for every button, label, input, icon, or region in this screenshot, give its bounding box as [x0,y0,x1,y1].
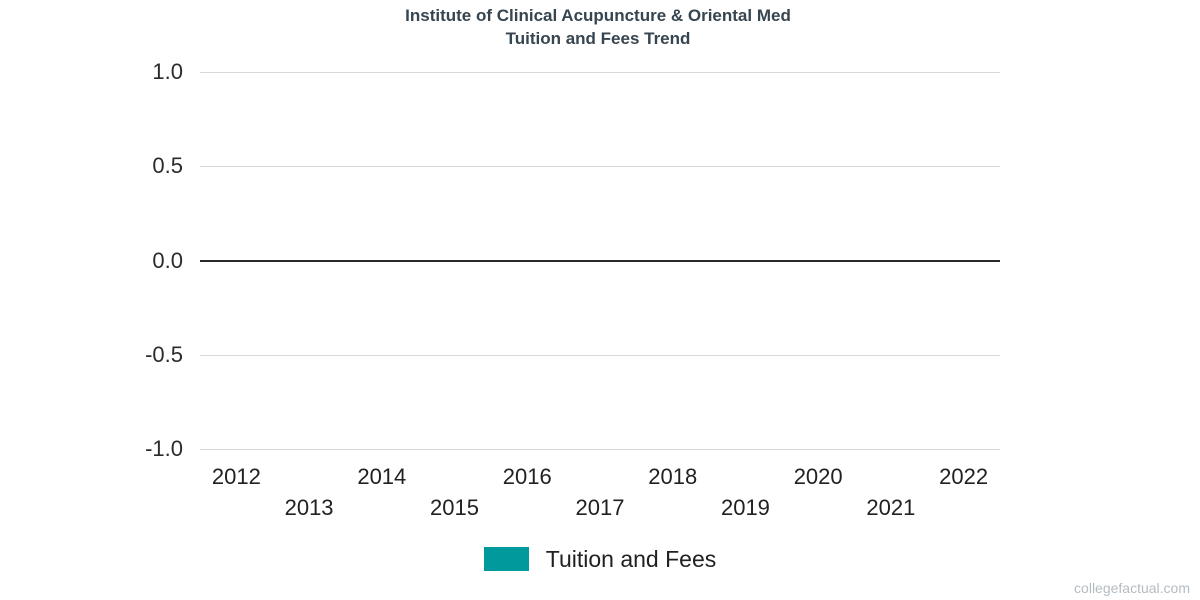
gridline [200,449,1000,450]
gridline [200,354,1000,356]
gridline [200,166,1000,168]
y-axis-tick-label: 1.0 [152,59,183,84]
legend-label-tuition-and-fees: Tuition and Fees [545,546,717,572]
x-axis-tick-label: 2019 [720,495,770,520]
chart-title: Institute of Clinical Acupuncture & Orie… [0,4,1196,50]
y-axis-tick-label: 0.5 [152,153,183,179]
zero-gridline [200,259,1000,262]
x-axis-tick-label: 2016 [502,464,552,489]
y-axis-tick-label: -1.0 [145,436,183,461]
x-axis-tick-label: 2021 [866,495,916,520]
chart-title-line2: Tuition and Fees Trend [505,29,691,48]
x-axis-tick-label: 2017 [575,495,625,520]
x-axis-tick-label: 2014 [357,464,407,489]
x-axis-tick-label: 2018 [648,464,698,489]
x-axis-tick-label: 2020 [793,464,843,489]
y-axis-tick-label: -0.5 [145,341,183,367]
x-axis-tick-label: 2013 [284,495,334,520]
y-axis-tick-label: 0.0 [152,247,183,273]
x-axis-tick-label: 2015 [430,495,479,520]
chart-title-line1: Institute of Clinical Acupuncture & Orie… [405,6,791,25]
legend-swatch-tuition-and-fees[interactable] [483,547,529,571]
watermark: collegefactual.com [1074,580,1190,596]
x-axis-tick-label: 2022 [939,464,989,489]
gridline [200,72,1000,73]
x-axis-tick-label: 2012 [211,464,261,489]
legend[interactable]: Tuition and Fees [0,547,1200,571]
